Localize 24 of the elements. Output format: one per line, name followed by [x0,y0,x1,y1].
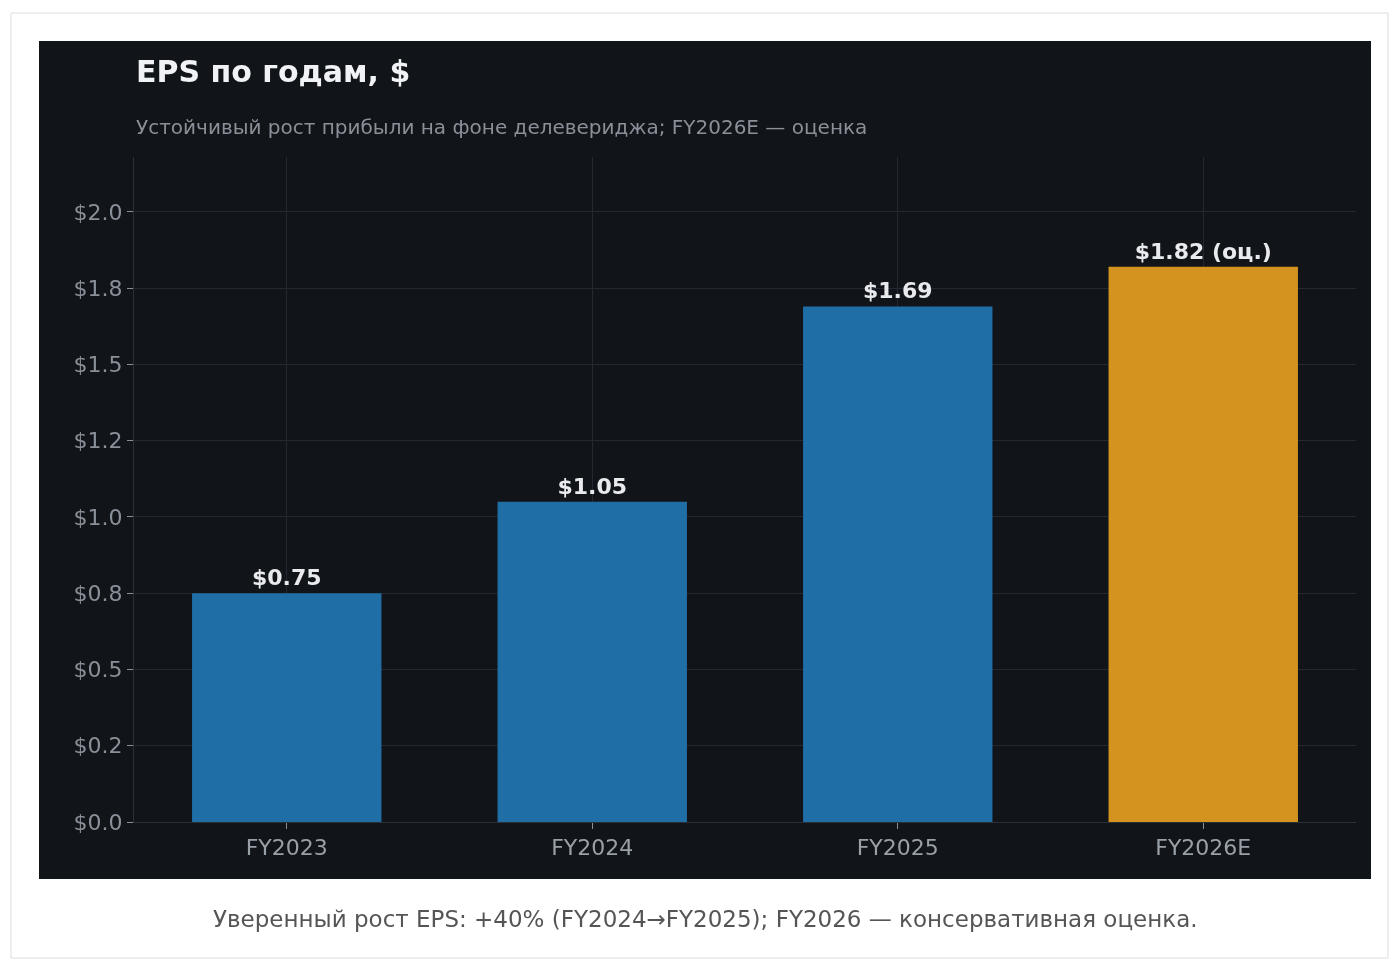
chart-title: EPS по годам, $ [136,54,411,89]
y-tick-label: $1.8 [73,275,123,301]
y-tick-label: $1.5 [73,352,123,378]
x-tick-label: FY2025 [856,835,939,861]
bar [497,501,687,822]
bar [192,593,382,822]
data-label: $1.82 (оц.) [1134,238,1272,264]
y-tick-label: $2.0 [73,199,123,225]
x-tick-label: FY2023 [245,835,328,861]
y-tick-label: $0.0 [73,809,123,835]
data-label: $1.05 [557,473,628,499]
x-tick-label: FY2024 [551,835,634,861]
y-tick-label: $0.5 [73,657,123,683]
y-tick-label: $0.8 [73,580,123,606]
x-tick-label: FY2026E [1155,835,1252,861]
data-label: $0.75 [251,565,322,591]
y-tick-label: $1.2 [73,428,123,454]
y-tick-label: $1.0 [73,504,123,530]
data-label: $1.69 [862,278,933,304]
bar [803,306,993,822]
y-tick-label: $0.2 [73,733,123,759]
bar [1108,266,1298,822]
chart-subtitle: Устойчивый рост прибыли на фоне делевериджа; FY2026E — оценка [136,115,868,139]
text: Уверенный рост EPS: +40% (FY2024→FY2025); FY2026 — консервативная оценка. [213,906,1198,932]
